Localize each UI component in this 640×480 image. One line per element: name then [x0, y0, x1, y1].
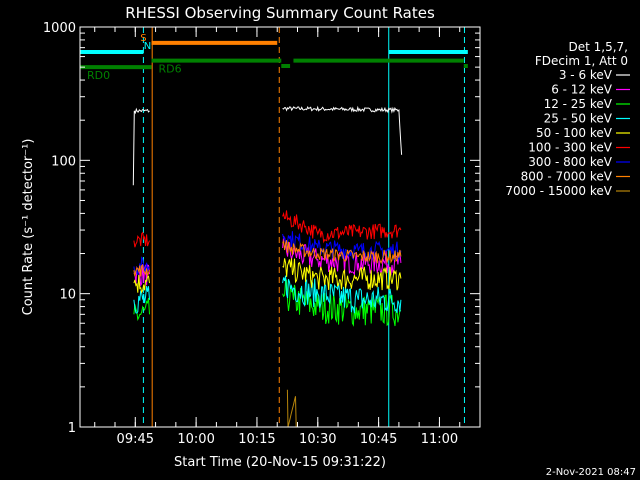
series-3-segment-1	[133, 297, 150, 322]
series-6-segment-2	[282, 210, 402, 244]
x-tick-label-2: 10:00	[177, 432, 214, 447]
series-1-segment-1	[132, 107, 150, 186]
legend-label-6: 100 - 300 keV	[528, 141, 612, 155]
axes: 1 10 100 1000 09:45 10:00 10:15 10:30 10:45 11:00	[43, 21, 481, 447]
x-tick-label-4: 10:30	[299, 432, 336, 447]
series-5-segment-1	[133, 274, 150, 294]
legend-label-8: 800 - 7000 keV	[521, 170, 613, 184]
series-5-segment-2	[282, 258, 402, 291]
footer-timestamp: 2-Nov-2021 08:47	[546, 467, 636, 478]
chart-title: RHESSI Observing Summary Count Rates	[125, 4, 435, 22]
legend-label-1: 3 - 6 keV	[559, 68, 613, 82]
series-6-segment-1	[133, 231, 150, 248]
legend-label-3: 12 - 25 keV	[544, 97, 613, 111]
x-axis-label: Start Time (20-Nov-15 09:31:22)	[174, 455, 386, 470]
series-9-segment-1	[286, 389, 297, 427]
state-letter-s: S	[140, 33, 146, 44]
x-tick-label-3: 10:15	[238, 432, 275, 447]
y-axis-label: Count Rate (s⁻¹ detector⁻¹)	[21, 139, 36, 316]
series-7-segment-2	[282, 231, 402, 262]
legend-label-7: 300 - 800 keV	[528, 155, 612, 169]
state-label-rd0: RD0	[87, 69, 110, 82]
series-4-segment-2	[282, 275, 402, 314]
series-8-segment-2	[282, 240, 402, 265]
legend-label-5: 50 - 100 keV	[536, 126, 613, 140]
x-tick-label-5: 10:45	[360, 432, 397, 447]
y-tick-label-4: 1000	[43, 21, 76, 36]
y-tick-label-2: 10	[59, 288, 76, 303]
legend-header-line-1: Det 1,5,7,	[569, 40, 629, 54]
legend-label-9: 7000 - 15000 keV	[505, 184, 612, 198]
series-1-segment-2	[282, 105, 403, 155]
state-letter-n: N	[144, 41, 151, 52]
plot-frame	[79, 26, 481, 428]
y-tick-label-1: 1	[68, 421, 76, 436]
legend-header-line-2: FDecim 1, Att 0	[535, 54, 628, 68]
legend-label-2: 6 - 12 keV	[551, 83, 613, 97]
plot-area: RD0 RD6 SN	[80, 27, 468, 427]
state-label-rd6: RD6	[159, 63, 182, 76]
x-tick-label-1: 09:45	[117, 432, 154, 447]
legend-label-4: 25 - 50 keV	[544, 112, 613, 126]
x-tick-label-6: 11:00	[421, 432, 458, 447]
series-8-segment-1	[133, 264, 150, 277]
y-tick-label-3: 100	[51, 154, 76, 169]
